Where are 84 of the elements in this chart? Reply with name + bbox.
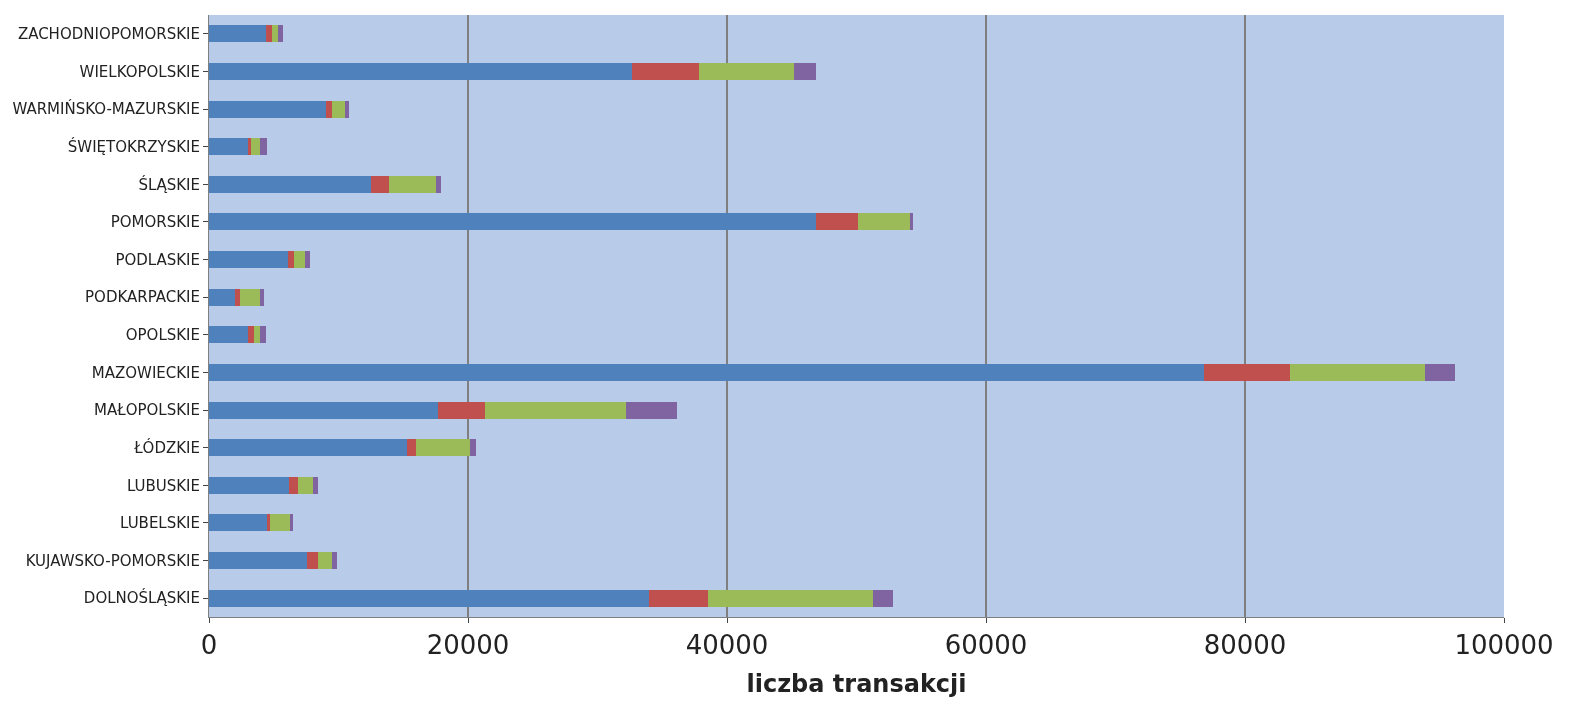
bar [265, 25, 273, 43]
bar [873, 589, 894, 607]
bar [247, 326, 254, 344]
x-axis-title: liczba transakcji [746, 669, 967, 698]
bar [253, 326, 261, 344]
bar [209, 514, 267, 532]
bar [707, 589, 874, 607]
bar [272, 25, 279, 43]
bar [332, 100, 345, 118]
bar [289, 514, 294, 532]
bar [484, 401, 626, 419]
bar [278, 25, 283, 43]
y-tick-label: MAŁOPOLSKIE [94, 401, 200, 420]
bar [209, 476, 290, 494]
bar [209, 251, 288, 269]
y-tick-label: WARMIŃSKO-MAZURSKIE [12, 99, 200, 119]
bar [794, 62, 817, 80]
y-tick-label: POMORSKIE [110, 213, 200, 232]
bar [209, 288, 235, 306]
bar [317, 552, 333, 570]
bar [305, 251, 311, 269]
bar [209, 363, 1204, 381]
bar [288, 251, 294, 269]
y-tick-label: ŚLĄSKIE [138, 174, 200, 194]
bar [209, 589, 650, 607]
bar [407, 439, 416, 457]
bar [297, 476, 313, 494]
bar [209, 100, 326, 118]
bar [209, 326, 248, 344]
bar [1425, 363, 1455, 381]
bar [269, 514, 290, 532]
bar [816, 213, 858, 231]
bar [209, 401, 439, 419]
bar [251, 138, 261, 156]
bar [649, 589, 708, 607]
y-tick-label: PODKARPACKIE [85, 288, 200, 307]
bar [209, 439, 408, 457]
bar [260, 138, 267, 156]
bar [209, 552, 308, 570]
y-tick-label: PODLASKIE [115, 250, 200, 269]
x-tick-label: 80000 [1203, 630, 1287, 661]
bar [438, 401, 485, 419]
bar [370, 175, 390, 193]
bar [209, 25, 266, 43]
bar [698, 62, 795, 80]
bar [293, 251, 306, 269]
x-tick-label: 40000 [685, 630, 769, 661]
bar [260, 288, 265, 306]
bar [625, 401, 677, 419]
bar [260, 326, 266, 344]
y-tick-label: DOLNOŚLĄSKIE [83, 588, 200, 608]
bar [857, 213, 910, 231]
bar [1203, 363, 1291, 381]
x-tick-label: 100000 [1454, 630, 1554, 661]
bar [332, 552, 337, 570]
y-tick-label: ŁÓDZKIE [133, 437, 200, 457]
x-tick-label: 20000 [426, 630, 510, 661]
y-tick-label: ŚWIĘTOKRZYSKIE [67, 136, 200, 156]
y-tick-label: LUBUSKIE [126, 476, 200, 495]
bar [344, 100, 349, 118]
bar [209, 138, 248, 156]
bar [1290, 363, 1425, 381]
bar [389, 175, 436, 193]
bar [266, 514, 270, 532]
bar [240, 288, 261, 306]
bar [209, 62, 633, 80]
bar [289, 476, 298, 494]
bar [209, 213, 817, 231]
bar [415, 439, 470, 457]
x-tick-label: 0 [200, 630, 218, 661]
y-tick-label: WIELKOPOLSKIE [79, 62, 200, 81]
bar [234, 288, 241, 306]
y-tick-label: KUJAWSKO-POMORSKIE [25, 551, 200, 570]
y-tick-label: ZACHODNIOPOMORSKIE [17, 25, 200, 44]
x-tick-label: 60000 [944, 630, 1028, 661]
y-tick-label: OPOLSKIE [125, 326, 200, 345]
bar [247, 138, 252, 156]
bar [209, 175, 371, 193]
bar [469, 439, 476, 457]
bar [325, 100, 333, 118]
y-tick-label: LUBELSKIE [120, 514, 200, 533]
bar [307, 552, 318, 570]
y-tick-label: MAZOWIECKIE [91, 363, 200, 382]
bar [632, 62, 699, 80]
